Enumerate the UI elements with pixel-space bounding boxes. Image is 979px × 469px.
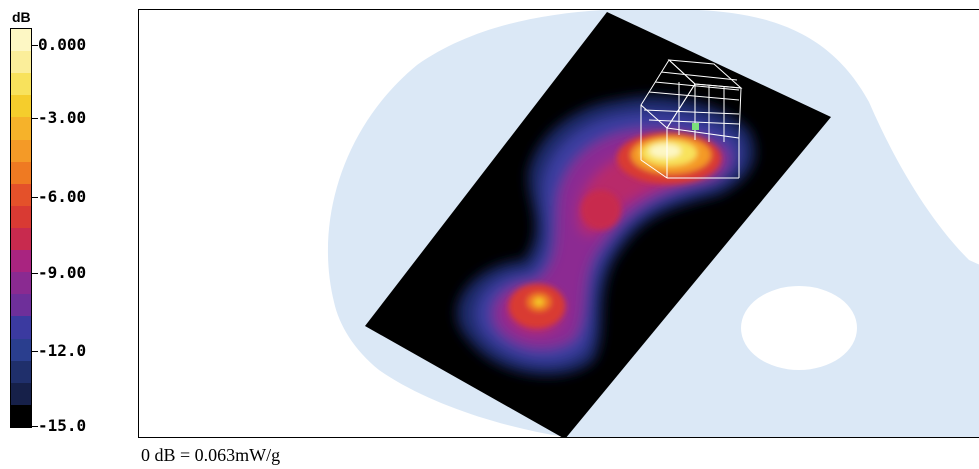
legend-tick-label: -15.0 [38,416,87,435]
background-notch [741,286,857,370]
color-scale-segment [11,338,31,361]
color-scale-segment [11,117,31,140]
color-scale-segment [11,183,31,206]
color-scale-segment [11,294,31,317]
reference-level-note: 0 dB = 0.063mW/g [141,445,281,465]
color-scale-segment [11,51,31,74]
legend-unit-label: dB [12,9,31,25]
color-scale-segment [11,272,31,295]
color-scale-segment [11,227,31,251]
zoom-scan-cube [640,59,743,179]
color-scale-segment [11,29,31,52]
legend-tick-label: -9.00 [38,263,87,282]
legend-tick-mark [32,45,38,46]
legend-tick-label: -12.0 [38,341,87,360]
sar-hotspot-mid-red [581,190,621,230]
legend-tick-mark [32,118,38,119]
legend-tick-mark [32,197,38,198]
sar-distribution-graphic [328,10,979,437]
color-scale-segment [11,95,31,118]
color-scale-segment [11,73,31,96]
probe-marker [692,123,699,130]
legend-tick-label: -6.00 [38,187,87,206]
color-scale-segment [11,360,31,383]
color-scale-segment [11,316,31,339]
legend-tick-mark [32,426,38,427]
color-scale-segment [11,382,31,405]
legend-tick-mark [32,273,38,274]
sar-hotspot-lower-yellow [534,298,544,306]
legend-tick-mark [32,351,38,352]
color-scale-segment [11,139,31,162]
color-scale-bar [10,28,32,428]
legend-tick-label: -3.00 [38,108,87,127]
color-scale-segment [11,250,31,273]
color-scale-segment [11,404,31,427]
sar-plot-area [138,9,979,438]
color-scale-segment [11,161,31,184]
sar-hotspot-upper-peak [649,144,681,158]
legend-tick-label: 0.000 [38,35,87,54]
color-scale-segment [11,205,31,228]
